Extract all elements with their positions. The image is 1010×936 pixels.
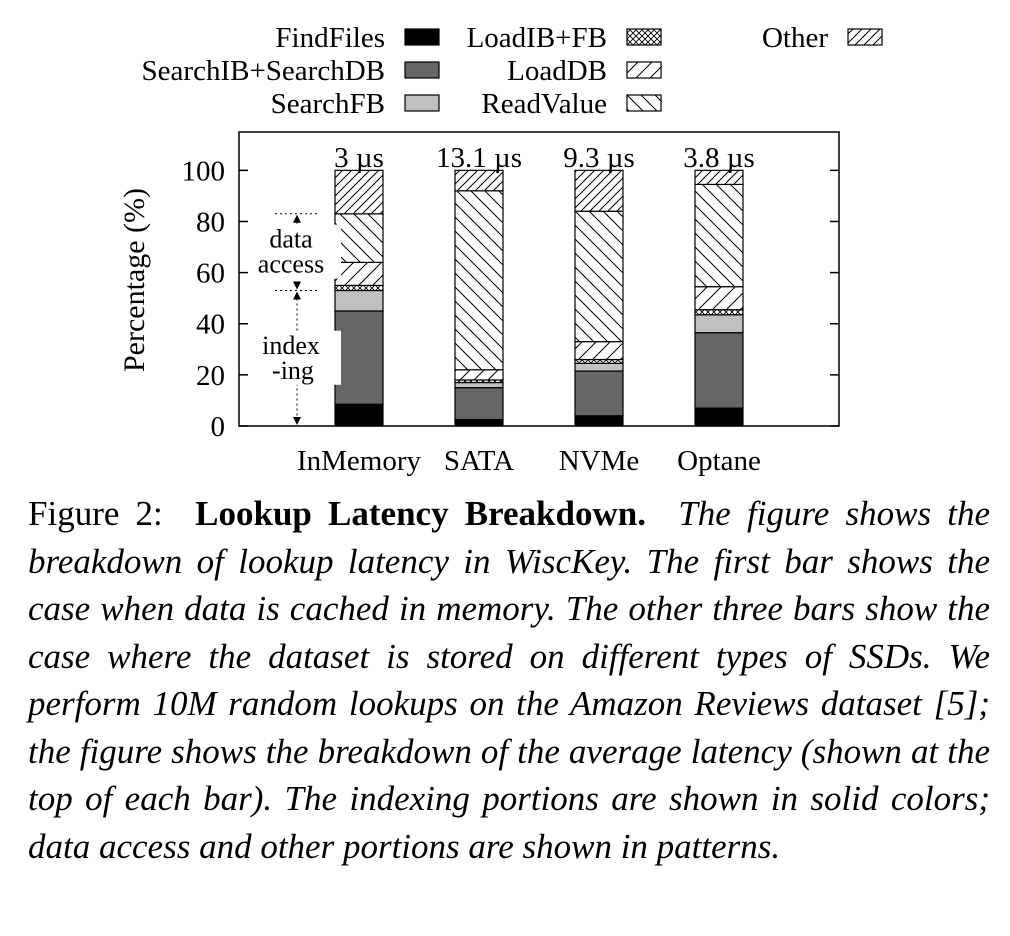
y-axis-ticks: 0 20 40 60 80 100 [182,155,839,443]
annotation-arrowhead [293,417,301,425]
legend-swatch-searchfb [404,94,440,112]
x-tick-label-optane: Optane [677,445,761,477]
y-axis-title: Percentage (%) [118,188,151,372]
bar-segment-nvme-searchib-searchdb [574,370,624,417]
bar-segment-optane-loaddb [694,286,744,311]
legend-label-loadib-fb: LoadIB+FB [467,22,607,54]
legend-label-loaddb: LoadDB [507,55,607,87]
plot-area [238,131,840,427]
bar-segment-inmemory-loadib-fb [334,284,384,292]
bar-top-label-nvme: 9.3 µs [563,142,635,174]
caption-body: The figure shows the breakdown of lookup… [28,494,991,866]
legend-swatch-loadib-fb [626,28,662,46]
legend-swatch-readvalue [626,94,662,112]
bar-segment-optane-searchib-searchdb [694,332,744,409]
bar-segment-nvme-other [574,169,624,212]
x-tick-label-nvme: NVMe [559,445,640,477]
legend-label-findfiles: FindFiles [275,22,385,54]
bar-segment-optane-findfiles [694,407,744,427]
bar-segment-nvme-findfiles [574,415,624,427]
bar-segment-nvme-searchfb [574,362,624,372]
annotation-arrowhead [293,214,301,223]
bar-segment-inmemory-readvalue [334,213,384,263]
stacked-bar-chart: Percentage (%) 0 20 40 60 80 100 InMemory SATA… [118,22,883,477]
x-tick-label-sata: SATA [444,445,514,477]
caption-label: Figure 2: [28,494,163,533]
bar-top-label-sata: 13.1 µs [436,142,522,174]
legend-label-readvalue: ReadValue [481,88,607,120]
annotation-label: index [262,331,320,360]
annotation-label-bg [253,224,341,279]
bars [334,169,744,427]
y-tick-label: 100 [182,155,226,187]
annotation-label: access [258,250,324,279]
bar-segment-sata-readvalue [454,190,504,371]
bar-segment-nvme-readvalue [574,210,624,343]
bar-segment-inmemory-searchfb [334,289,384,312]
legend-swatch-loaddb [626,61,662,79]
annotation-arrowhead [293,291,301,300]
legend-swatch-searchib-searchdb [404,61,440,79]
legend: FindFiles LoadIB+FB Other SearchIB+SearchDB… [142,22,883,120]
bar-segment-inmemory-findfiles [334,403,384,427]
bar-segment-inmemory-searchib-searchdb [334,310,384,405]
figure-caption: Figure 2: Lookup Latency Breakdown. The … [28,490,990,870]
y-tick-label: 0 [211,411,226,443]
bar-segment-sata-findfiles [454,419,504,427]
bar-segment-sata-loaddb [454,369,504,381]
legend-label-other: Other [762,22,828,54]
bar-top-label-optane: 3.8 µs [683,142,755,174]
bar-segment-optane-other [694,169,744,186]
legend-label-searchfb: SearchFB [271,88,385,120]
bar-segment-optane-loadib-fb [694,309,744,316]
legend-swatch-findfiles [404,28,440,46]
bar-segment-inmemory-other [334,169,384,215]
bar-segment-optane-readvalue [694,183,744,288]
annotation-arrowhead [293,281,301,290]
bar-top-label-inmemory: 3 µs [334,142,384,174]
x-axis-labels: InMemory SATA NVMe Optane [297,445,761,477]
legend-swatch-other [847,28,883,46]
bar-top-labels: 3 µs 13.1 µs 9.3 µs 3.8 µs [334,142,755,174]
bar-segment-sata-searchfb [454,381,504,389]
caption-title: Lookup Latency Breakdown. [195,494,646,533]
bar-segment-inmemory-loaddb [334,261,384,286]
bar-segment-sata-searchib-searchdb [454,387,504,421]
annotation-label-bg [253,330,341,385]
y-tick-label: 80 [196,206,225,238]
bar-segment-sata-other [454,169,504,192]
annotation-label: data [269,225,313,254]
y-tick-label: 60 [196,258,225,290]
y-tick-label: 40 [196,309,225,341]
bar-segment-optane-searchfb [694,314,744,334]
legend-label-searchib-searchdb: SearchIB+SearchDB [142,55,385,87]
bar-segment-nvme-loaddb [574,341,624,361]
y-tick-label: 20 [196,360,225,392]
annotation-label: -ing [272,356,314,385]
x-tick-label-inmemory: InMemory [297,445,422,477]
